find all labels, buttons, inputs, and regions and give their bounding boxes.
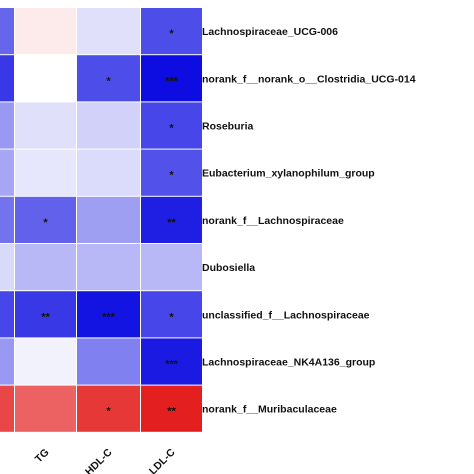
heatmap-cell xyxy=(0,55,14,102)
row-label: Dubosiella xyxy=(202,262,255,274)
row-label: unclassified_f__Lachnospiraceae xyxy=(202,309,370,321)
significance-marker: * xyxy=(106,406,111,418)
heatmap-cell xyxy=(77,149,140,196)
heatmap-cell xyxy=(141,338,202,385)
column-labels: TG HDL-C LDL-C xyxy=(33,446,178,474)
row-label: Eubacterium_xylanophilum_group xyxy=(202,168,375,180)
significance-marker: * xyxy=(169,28,174,40)
heatmap-cell xyxy=(77,8,140,55)
heatmap-cell xyxy=(77,196,140,243)
column-label: TG xyxy=(33,446,52,465)
heatmap-cell xyxy=(15,149,76,196)
heatmap-cells xyxy=(0,8,202,432)
heatmap-cell xyxy=(0,8,14,55)
significance-marker: * xyxy=(169,311,174,323)
heatmap-cell xyxy=(141,102,202,149)
heatmap-cell xyxy=(15,102,76,149)
heatmap-cell xyxy=(0,102,14,149)
row-label: Lachnospiraceae_NK4A136_group xyxy=(202,357,375,369)
significance-marker: * xyxy=(106,75,111,87)
heatmap-cell xyxy=(77,338,140,385)
heatmap-cell xyxy=(0,338,14,385)
significance-marker: * xyxy=(43,217,48,229)
significance-marker: ** xyxy=(167,217,176,229)
heatmap-cell xyxy=(77,102,140,149)
significance-marker: *** xyxy=(165,359,179,371)
significance-marker: *** xyxy=(102,311,116,323)
heatmap-cell xyxy=(141,55,202,102)
significance-markers: ** ****** **** *** ***** ** xyxy=(41,28,178,418)
heatmap-cell xyxy=(0,291,14,338)
heatmap-cell xyxy=(141,244,202,291)
row-label: norank_f__norank_o__Clostridia_UCG-014 xyxy=(202,73,416,85)
significance-marker: * xyxy=(169,170,174,182)
row-label: norank_f__Muribaculaceae xyxy=(202,404,337,416)
significance-marker: *** xyxy=(165,75,179,87)
heatmap-cell xyxy=(0,196,14,243)
heatmap-cell xyxy=(141,8,202,55)
heatmap-cell xyxy=(15,385,76,432)
heatmap-cell xyxy=(77,291,140,338)
heatmap-cell xyxy=(77,55,140,102)
heatmap-cell xyxy=(0,385,14,432)
significance-marker: ** xyxy=(167,406,176,418)
column-label: LDL-C xyxy=(147,446,178,474)
heatmap-cell xyxy=(141,385,202,432)
column-label: HDL-C xyxy=(83,446,115,474)
significance-marker: ** xyxy=(41,311,50,323)
row-labels: Lachnospiraceae_UCG-006 norank_f__norank_… xyxy=(202,26,416,416)
heatmap-cell xyxy=(15,8,76,55)
heatmap-cell xyxy=(15,291,76,338)
heatmap-cell xyxy=(141,291,202,338)
heatmap-cell xyxy=(141,149,202,196)
heatmap-cell xyxy=(0,244,14,291)
heatmap-cell xyxy=(77,385,140,432)
heatmap-cell xyxy=(15,244,76,291)
significance-marker: * xyxy=(169,123,174,135)
heatmap-cell xyxy=(15,338,76,385)
row-label: norank_f__Lachnospiraceae xyxy=(202,215,344,227)
row-label: Lachnospiraceae_UCG-006 xyxy=(202,26,338,38)
heatmap-cell xyxy=(141,196,202,243)
row-label: Roseburia xyxy=(202,121,254,133)
heatmap-cell xyxy=(0,149,14,196)
heatmap-cell xyxy=(15,55,76,102)
heatmap-cell xyxy=(77,244,140,291)
heatmap-cell xyxy=(15,196,76,243)
